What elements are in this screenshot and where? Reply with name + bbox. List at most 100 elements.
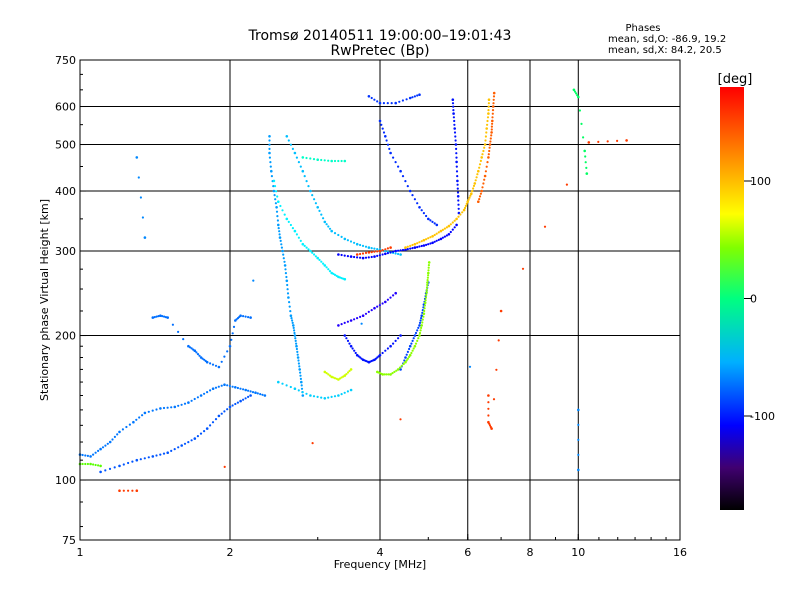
data-point-fill	[384, 349, 387, 352]
data-point-fill	[345, 337, 348, 340]
data-point-fill	[211, 421, 215, 424]
data-point-fill	[491, 112, 494, 115]
data-point-fill	[345, 373, 348, 376]
data-point-fill	[320, 260, 323, 263]
data-point-fill	[421, 321, 424, 324]
data-point	[316, 206, 320, 209]
data-point-fill	[297, 389, 300, 392]
data-point-fill	[275, 210, 279, 213]
data-point-fill	[127, 489, 130, 492]
data-point-fill	[244, 315, 247, 318]
data-point-fill	[491, 116, 494, 119]
data-point-fill	[283, 260, 286, 263]
colorbar-tick-label: 0	[750, 293, 757, 306]
data-point	[285, 135, 289, 138]
colorbar-ticks: -100 0 100	[744, 175, 775, 423]
x-tick-label: 8	[527, 546, 534, 559]
data-point-fill	[479, 159, 482, 162]
data-point-fill	[259, 393, 262, 396]
data-point	[499, 309, 503, 313]
data-point-fill	[244, 397, 247, 400]
stats-line-x: mean, sd,X: 84.2, 20.5	[608, 45, 722, 56]
data-point	[108, 440, 112, 444]
data-point-fill	[461, 211, 464, 214]
data-point-fill	[449, 230, 452, 234]
data-point-fill	[490, 125, 493, 128]
x-tick-label: 1	[77, 546, 84, 559]
data-point-fill	[101, 446, 105, 449]
data-point-fill	[411, 243, 414, 247]
data-point-fill	[86, 454, 89, 457]
data-point-fill	[426, 279, 429, 282]
data-point	[293, 334, 297, 337]
data-point-fill	[456, 191, 460, 194]
data-point-fill	[104, 444, 107, 447]
data-point	[404, 246, 407, 249]
data-point-fill	[242, 388, 245, 391]
data-point-fill	[420, 244, 423, 248]
data-point	[199, 394, 203, 397]
data-point-fill	[231, 385, 234, 388]
data-point-fill	[381, 127, 384, 130]
data-point-fill	[386, 252, 389, 255]
data-point-fill	[418, 321, 422, 324]
data-point	[413, 246, 417, 249]
data-point-fill	[383, 373, 386, 376]
data-point	[143, 411, 147, 415]
data-point-fill	[389, 296, 392, 299]
data-point-fill	[411, 339, 414, 342]
data-point-fill	[137, 176, 140, 179]
data-point-fill	[256, 392, 259, 395]
data-point-fill	[121, 428, 124, 431]
data-point	[135, 489, 139, 493]
data-point-fill	[328, 270, 332, 273]
data-point-fill	[367, 256, 370, 259]
data-point-fill	[291, 227, 294, 230]
data-point-fill	[320, 158, 323, 162]
data-point-fill	[452, 116, 455, 119]
data-point	[577, 468, 580, 472]
data-point-fill	[332, 272, 335, 275]
y-axis-ticks: 75 100 200 300 400 500 600 750	[55, 54, 86, 547]
data-point	[301, 394, 305, 397]
data-point	[425, 291, 428, 294]
data-point-fill	[242, 315, 245, 318]
data-point	[89, 455, 92, 458]
data-point-fill	[402, 362, 405, 366]
data-point-fill	[419, 329, 422, 332]
data-point-fill	[409, 244, 412, 247]
colorbar-tick-label: 100	[750, 175, 771, 188]
data-point-fill	[406, 245, 409, 248]
data-point-fill	[170, 449, 173, 452]
data-point-fill	[385, 373, 388, 376]
data-point	[583, 149, 586, 153]
data-point-fill	[314, 202, 317, 205]
data-point-fill	[346, 339, 350, 342]
data-point-fill	[445, 226, 448, 229]
data-point	[367, 251, 371, 254]
data-point-fill	[488, 146, 491, 149]
data-point-fill	[113, 466, 116, 469]
data-point-fill	[404, 180, 407, 183]
data-point-fill	[360, 322, 363, 325]
data-point-fill	[343, 321, 346, 324]
data-point	[418, 334, 421, 337]
data-point-fill	[340, 323, 343, 326]
data-point	[427, 271, 430, 275]
data-point-fill	[159, 453, 162, 456]
data-point-fill	[397, 249, 400, 252]
data-point	[456, 195, 460, 198]
data-point-fill	[289, 310, 292, 313]
data-point-fill	[337, 159, 340, 163]
data-point	[587, 141, 591, 144]
data-point-fill	[381, 253, 384, 256]
data-point-fill	[478, 198, 481, 201]
data-point	[151, 455, 155, 458]
data-point-fill	[399, 418, 402, 421]
data-point-fill	[286, 292, 290, 295]
data-point-fill	[127, 461, 130, 465]
data-point	[487, 156, 490, 159]
data-point-fill	[94, 463, 97, 467]
data-point	[249, 316, 252, 319]
data-point-fill	[426, 283, 429, 286]
